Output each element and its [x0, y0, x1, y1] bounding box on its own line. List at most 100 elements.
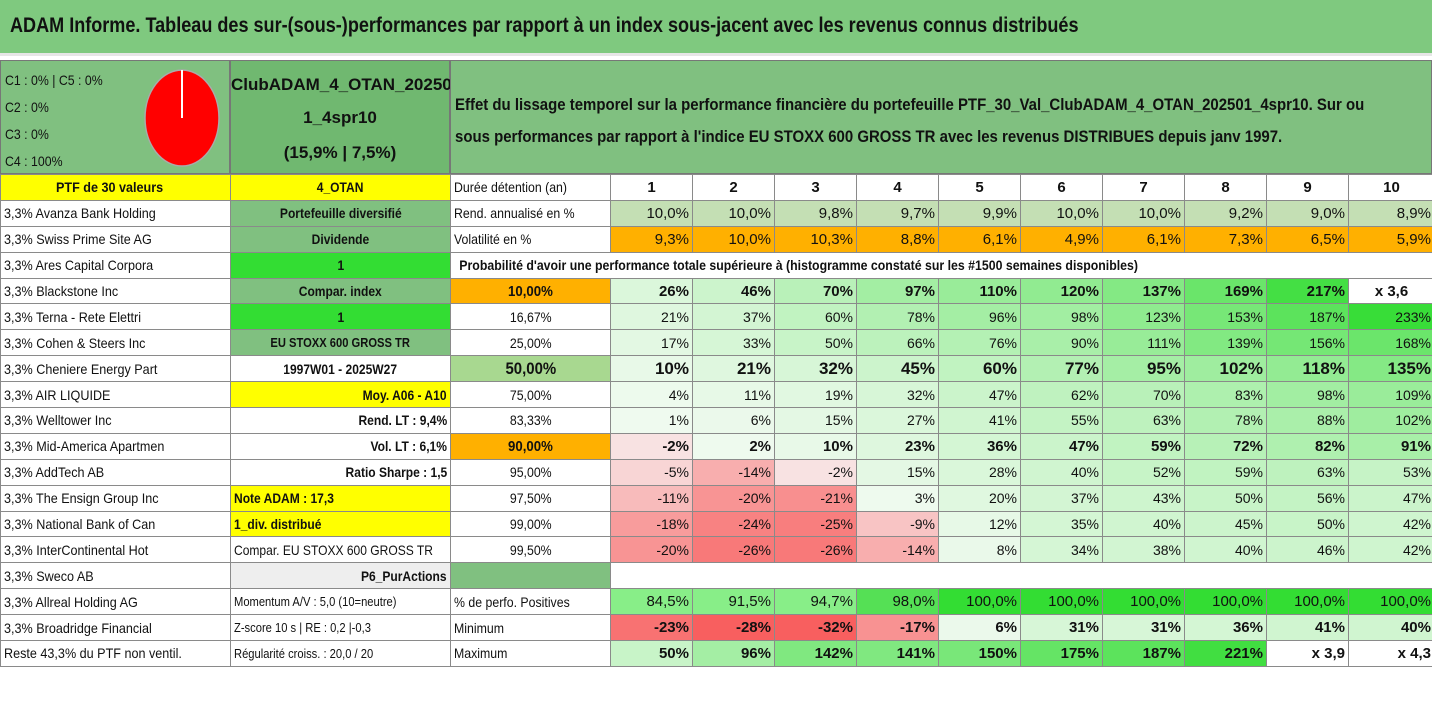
side-info-text: 1997W01 - 2025W27 [283, 360, 398, 377]
value-cell: 6,5% [1266, 225, 1349, 253]
value-cell: 118% [1266, 355, 1349, 383]
value-cell: 137% [1102, 277, 1185, 305]
value-cell: 63% [1266, 458, 1349, 486]
description-text: Effet du lissage temporel sur la perform… [455, 89, 1405, 153]
value-cell: 168% [1348, 329, 1432, 357]
side-info-text: Moy. A06 - A10 [363, 386, 447, 403]
value-cell: 9,0% [1266, 199, 1349, 227]
value-cell: 66% [856, 329, 939, 357]
threshold-value: 83,33% [509, 412, 552, 429]
holding-cell: 3,3% Mid-America Apartmen [0, 432, 231, 460]
side-info-cell: Note ADAM : 17,3 [230, 484, 451, 512]
value-cell: 150% [938, 640, 1021, 667]
value-cell: 94,7% [774, 588, 857, 616]
value-cell: -11% [610, 484, 693, 512]
value-cell: 15% [774, 407, 857, 434]
value-cell: -2% [774, 458, 857, 486]
holding-name: 3,3% Welltower Inc [4, 412, 112, 429]
threshold-value: 95,00% [509, 464, 552, 481]
value-cell: 2% [692, 432, 775, 460]
value-cell: -20% [692, 484, 775, 512]
threshold-value: 97,50% [509, 490, 552, 507]
holding-name: 3,3% Ares Capital Corpora [4, 257, 154, 274]
value-cell: 26% [610, 277, 693, 305]
value-cell: 47% [1348, 484, 1432, 512]
value-cell: 76% [938, 329, 1021, 357]
value-cell: 47% [1020, 432, 1103, 460]
value-cell: 156% [1266, 329, 1349, 357]
side-info-cell: Régularité croiss. : 20,0 / 20 [230, 640, 451, 667]
class-breakdown-list: C1 : 0% | C5 : 0% C2 : 0% C3 : 0% C4 : 1… [5, 67, 103, 175]
side-info-cell: Vol. LT : 6,1% [230, 432, 451, 460]
value-cell: 72% [1184, 432, 1267, 460]
value-cell: 36% [1184, 614, 1267, 642]
table-row: 3,3% Cohen & Steers Inc EU STOXX 600 GROS… [0, 329, 1432, 357]
holding-name: 3,3% Allreal Holding AG [4, 593, 138, 610]
metric-label: Volatilité en % [454, 231, 532, 248]
holding-name: 3,3% Terna - Rete Elettri [4, 308, 142, 325]
value-cell: 78% [1184, 407, 1267, 434]
value-cell: 37% [1020, 484, 1103, 512]
value-cell: 96% [692, 640, 775, 667]
value-cell: 46% [1266, 536, 1349, 564]
report-header: C1 : 0% | C5 : 0% C2 : 0% C3 : 0% C4 : 1… [0, 60, 1432, 174]
table-row: 3,3% Broadridge Financial Z-score 10 s | … [0, 614, 1432, 642]
side-info-text: Compar. EU STOXX 600 GROSS TR [234, 541, 433, 558]
table-row: 3,3% AIR LIQUIDE Moy. A06 - A10 75,00% 4% 11… [0, 381, 1432, 409]
side-info-cell: Z-score 10 s | RE : 0,2 |-0,3 [230, 614, 451, 642]
value-cell: 32% [774, 355, 857, 383]
value-cell: 88% [1266, 407, 1349, 434]
value-cell: -14% [692, 458, 775, 486]
holding-cell: 3,3% The Ensign Group Inc [0, 484, 231, 512]
side-info-cell: Portefeuille diversifié [230, 199, 451, 227]
metric-label-cell: Maximum [450, 640, 611, 667]
value-cell: 4% [610, 381, 693, 409]
value-cell: 47% [938, 381, 1021, 409]
holding-cell: 3,3% National Bank of Can [0, 510, 231, 538]
performance-table: PTF de 30 valeurs 4_OTAN Durée détention (… [0, 174, 1432, 667]
threshold-cell: 25,00% [450, 329, 611, 357]
threshold-value: 99,50% [509, 541, 552, 558]
side-info-text: P6_PurActions [361, 567, 447, 584]
holding-period-header: 9 [1266, 174, 1349, 201]
value-cell: 19% [774, 381, 857, 409]
value-cell: -26% [774, 536, 857, 564]
table-row: Reste 43,3% du PTF non ventil. Régularité… [0, 640, 1432, 667]
description-line: Effet du lissage temporel sur la perform… [455, 95, 1365, 114]
value-cell: 100,0% [1184, 588, 1267, 616]
threshold-cell: 10,00% [450, 277, 611, 305]
holding-cell: 3,3% Welltower Inc [0, 407, 231, 434]
value-cell: 10,0% [1020, 199, 1103, 227]
holding-name: 3,3% Blackstone Inc [4, 283, 119, 299]
holding-name: 3,3% Sweco AB [4, 567, 94, 584]
value-cell: 60% [774, 303, 857, 331]
holding-cell: 3,3% InterContinental Hot [0, 536, 231, 564]
value-cell: -32% [774, 614, 857, 642]
value-cell: 100,0% [1348, 588, 1432, 616]
value-cell: -26% [692, 536, 775, 564]
holding-period-header: 8 [1184, 174, 1267, 201]
threshold-value: 50,00% [505, 358, 556, 378]
value-cell: 50% [774, 329, 857, 357]
value-cell: 8,9% [1348, 199, 1432, 227]
value-cell: 33% [692, 329, 775, 357]
description-line: sous performances par rapport à l'indice… [455, 127, 1283, 146]
value-cell: 70% [1102, 381, 1185, 409]
side-info-cell: Moy. A06 - A10 [230, 381, 451, 409]
value-cell: 40% [1102, 510, 1185, 538]
value-cell: 10,0% [692, 225, 775, 253]
side-info-text: Rend. LT : 9,4% [358, 412, 447, 429]
side-info-cell: Compar. EU STOXX 600 GROSS TR [230, 536, 451, 564]
value-cell: 9,2% [1184, 199, 1267, 227]
holding-cell: 3,3% Broadridge Financial [0, 614, 231, 642]
holding-period-header: 5 [938, 174, 1021, 201]
value-cell: 10% [774, 432, 857, 460]
holding-cell: 3,3% Allreal Holding AG [0, 588, 231, 616]
report-title: ADAM Informe. Tableau des sur-(sous-)per… [10, 14, 1079, 37]
value-cell: 1% [610, 407, 693, 434]
threshold-value: 25,00% [509, 334, 552, 351]
value-cell: 10,0% [692, 199, 775, 227]
side-info-text: 4_OTAN [317, 179, 364, 196]
holding-cell: 3,3% Swiss Prime Site AG [0, 225, 231, 253]
value-cell: 31% [1020, 614, 1103, 642]
